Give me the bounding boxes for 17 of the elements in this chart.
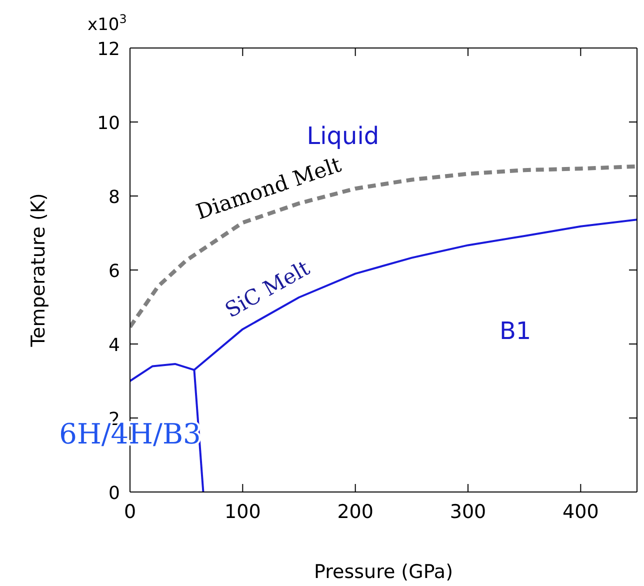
- x-tick-label: 0: [124, 501, 136, 523]
- y-tick-label: 8: [108, 187, 120, 208]
- y-tick-label: 12: [97, 39, 120, 60]
- y-tick-label: 4: [108, 335, 120, 356]
- y-tick-label: 0: [108, 483, 120, 504]
- x-axis-title: Pressure (GPa): [314, 561, 453, 583]
- x-tick-label: 100: [224, 501, 261, 523]
- y-tick-label: 10: [97, 113, 120, 134]
- annotation: B1: [499, 316, 532, 345]
- y-tick-label: 6: [108, 261, 120, 282]
- x-tick-label: 300: [450, 501, 486, 523]
- x-tick-label: 200: [337, 501, 374, 523]
- annotation: Liquid: [306, 121, 380, 150]
- y-axis-title: Temperature (K): [28, 193, 50, 348]
- text: SiC Melt: [221, 256, 314, 322]
- text: x10$^{3}$: [88, 12, 127, 36]
- x-tick-label: 400: [562, 501, 599, 523]
